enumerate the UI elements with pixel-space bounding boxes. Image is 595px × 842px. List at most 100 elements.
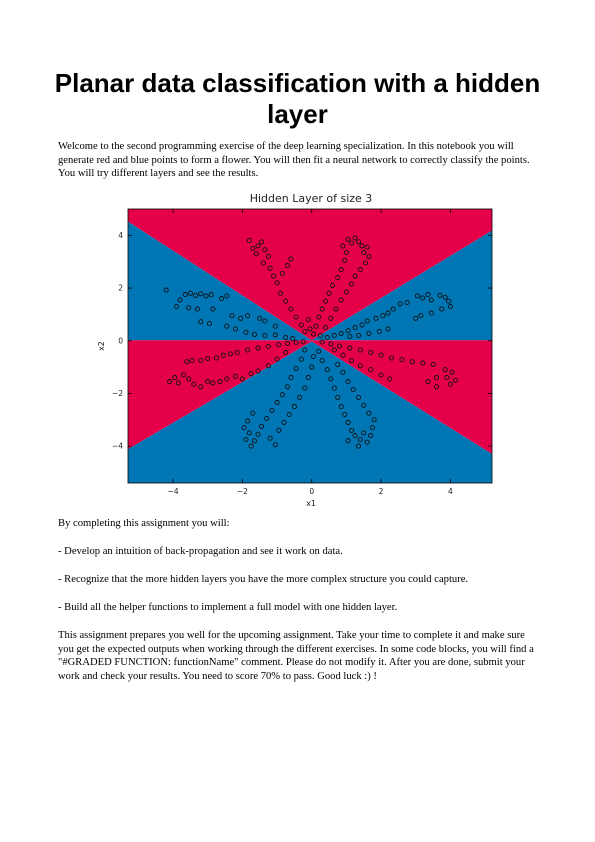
data-point (297, 394, 303, 400)
data-point (258, 423, 265, 429)
data-point (324, 367, 330, 373)
data-point (328, 341, 334, 347)
decision-boundary-figure: Hidden Layer of size 3 −4 −2 0 2 4 −4 −2 0 2 4 x… (95, 186, 500, 511)
data-point (355, 394, 362, 400)
data-point (357, 363, 363, 369)
data-point (290, 336, 296, 342)
plot-frame (127, 208, 493, 484)
chart-title: Hidden Layer of size 3 (250, 192, 373, 205)
goal-item: - Recognize that the more hidden layers … (58, 574, 469, 585)
data-point (378, 352, 384, 358)
data-point (349, 240, 355, 246)
data-point (277, 290, 284, 296)
data-point (186, 376, 192, 382)
data-point (355, 443, 362, 449)
data-point (262, 332, 268, 339)
data-point (418, 313, 424, 319)
x-tick-label: 0 (309, 487, 314, 496)
data-point (232, 326, 239, 332)
y-axis-ticks: −4 −2 0 2 4 (112, 231, 492, 451)
data-point (194, 306, 200, 312)
data-point (163, 287, 169, 293)
data-point (175, 380, 181, 386)
data-point (251, 438, 258, 444)
data-point (173, 303, 180, 310)
goals-intro: By completing this assignment you will: (58, 518, 230, 529)
y-tick-label: 4 (118, 231, 123, 240)
data-point (385, 326, 391, 332)
data-point (444, 375, 450, 381)
data-point (241, 425, 247, 431)
data-point (246, 238, 252, 244)
data-point (404, 299, 410, 306)
data-point (253, 251, 259, 257)
data-point (274, 400, 280, 406)
data-point (243, 436, 249, 443)
data-point (291, 404, 297, 410)
data-point (345, 236, 351, 242)
data-point (413, 315, 419, 321)
data-point (255, 368, 261, 374)
data-point (267, 265, 273, 271)
data-point (361, 402, 367, 408)
data-point (286, 411, 292, 418)
data-point (361, 430, 367, 436)
data-point (366, 410, 372, 416)
data-point (276, 342, 282, 348)
data-point (380, 313, 386, 319)
data-point (453, 377, 459, 383)
data-point (217, 379, 223, 385)
data-point (355, 239, 362, 245)
data-point (449, 369, 455, 375)
data-point (239, 376, 245, 382)
data-point (283, 350, 289, 356)
data-point (198, 384, 204, 390)
data-point (283, 335, 289, 341)
decision-region-blue (128, 341, 492, 483)
data-point (305, 375, 311, 381)
data-point (357, 347, 363, 353)
data-point (428, 297, 434, 303)
data-point (442, 294, 448, 300)
data-point (357, 436, 363, 443)
data-point (361, 249, 367, 256)
data-point (298, 322, 304, 328)
data-point (359, 243, 365, 249)
data-point (388, 355, 395, 361)
data-point (205, 356, 211, 362)
data-point (326, 290, 332, 296)
data-point (310, 353, 317, 360)
data-point (284, 384, 291, 390)
data-point (167, 379, 173, 385)
data-point (362, 260, 369, 266)
data-point (177, 297, 183, 303)
data-point (352, 235, 358, 241)
data-point (442, 367, 448, 373)
data-point (283, 298, 289, 304)
data-point (433, 375, 440, 381)
data-point (265, 363, 271, 369)
data-point (260, 260, 266, 266)
data-point (227, 351, 233, 357)
data-point (340, 352, 346, 358)
data-point (189, 357, 195, 364)
data-point (347, 345, 353, 351)
data-point (364, 439, 370, 445)
data-point (293, 339, 299, 345)
data-point (342, 411, 348, 418)
data-point (366, 253, 372, 259)
data-point (336, 343, 343, 349)
data-point (420, 360, 426, 366)
data-point (399, 357, 405, 363)
data-point (229, 313, 235, 319)
data-point (272, 323, 278, 329)
data-point (323, 325, 329, 331)
data-point (355, 332, 362, 339)
data-point (224, 376, 230, 382)
data-point (369, 425, 375, 431)
data-point (288, 375, 294, 381)
data-point (224, 323, 230, 329)
data-point (390, 306, 396, 312)
data-point (340, 243, 346, 249)
data-point (198, 319, 204, 325)
